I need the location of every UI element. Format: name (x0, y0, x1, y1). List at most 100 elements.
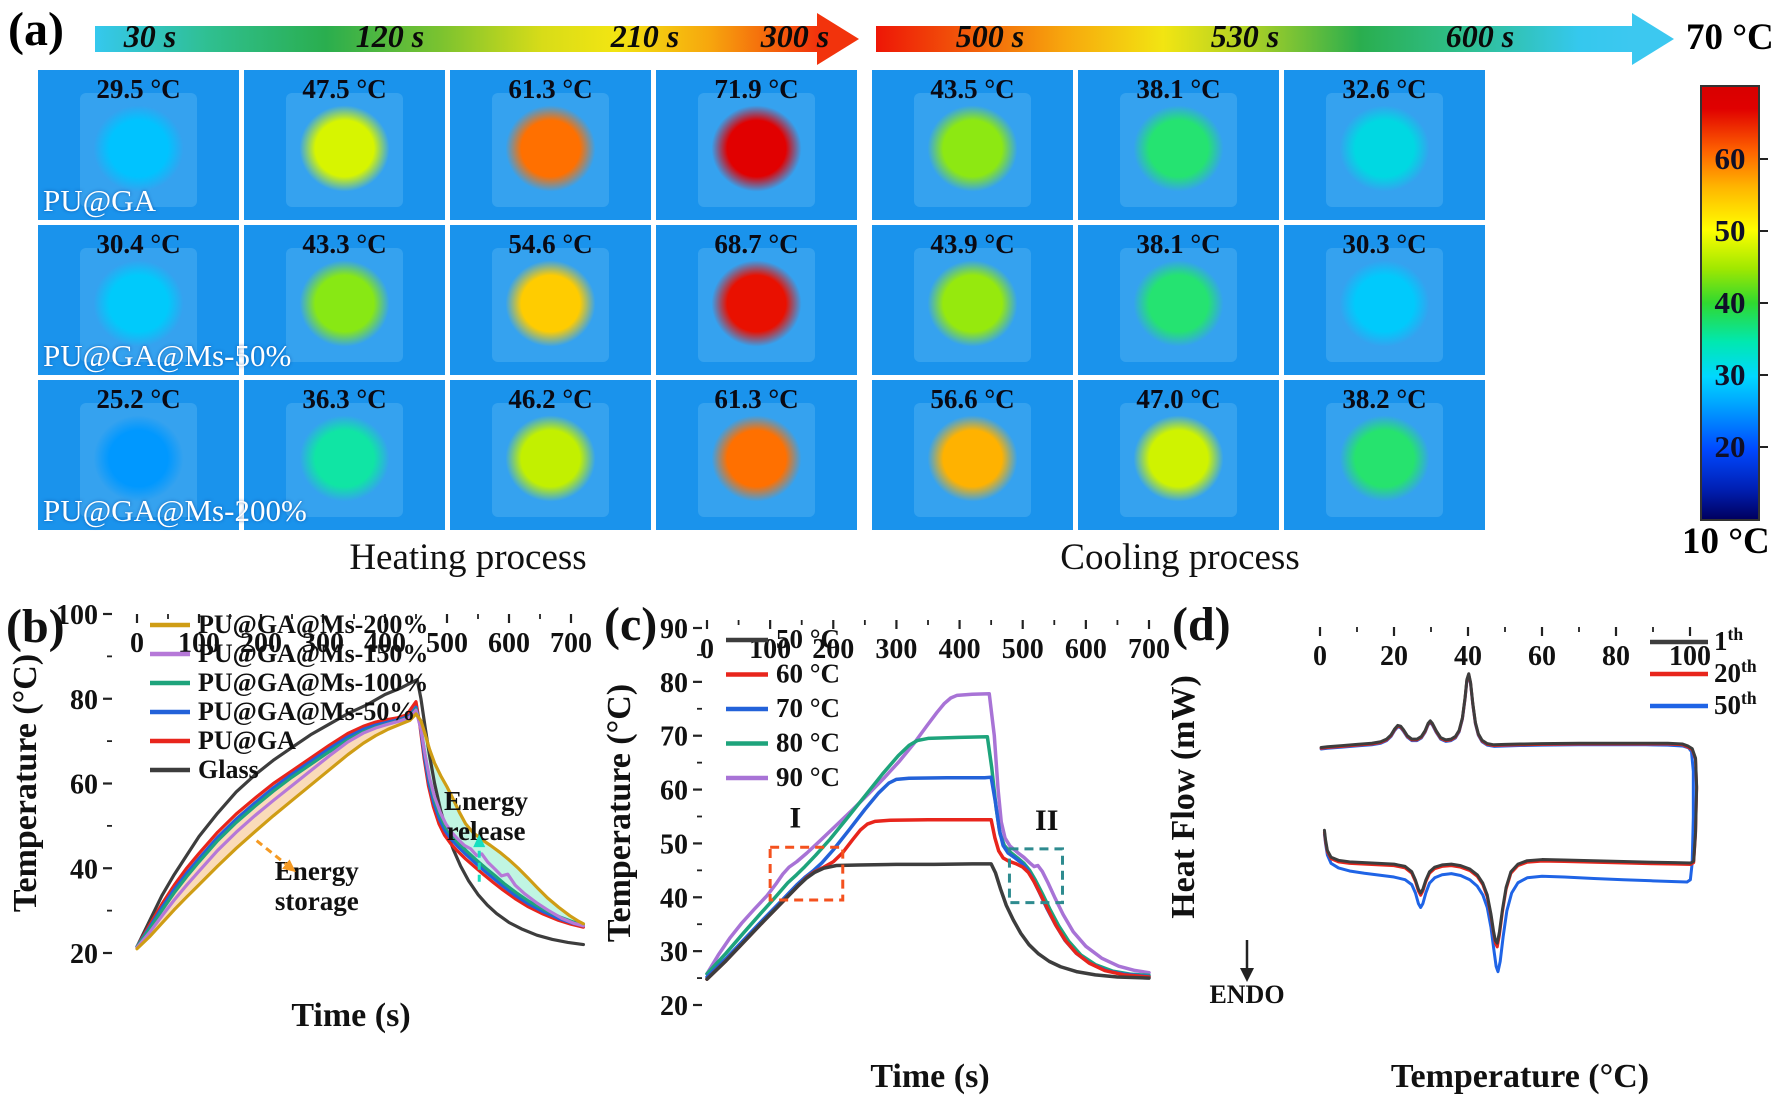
series-90 °C (705, 691, 1151, 976)
thermal-image-cell: 29.5 °C PU@GA (38, 70, 239, 220)
y-tick-label: 50 (660, 829, 688, 860)
y-tick-label: 70 (660, 722, 688, 753)
colorbar-tick (1760, 158, 1768, 160)
temperature-reading: 38.2 °C (1342, 384, 1427, 414)
thermal-image-cell: 47.0 °C (1078, 380, 1279, 530)
sample-heat-blob (296, 411, 393, 505)
x-tick-label: 500 (426, 628, 468, 659)
colorbar-tick-label: 40 (1714, 285, 1746, 320)
thermal-image-cell: 38.1 °C (1078, 225, 1279, 375)
sample-heat-blob (90, 256, 187, 350)
x-tick-label: 20 (1380, 641, 1408, 672)
temperature-reading: 43.3 °C (302, 229, 387, 259)
x-tick-label: 200 (240, 628, 282, 659)
colorbar-tick (1760, 302, 1768, 304)
sample-heat-blob (708, 411, 805, 505)
sample-heat-blob (1130, 411, 1227, 505)
legend-label-60 °C: 60 °C (776, 659, 840, 689)
temperature-reading: 43.9 °C (930, 229, 1015, 259)
colorbar-tick (1760, 374, 1768, 376)
sample-heat-blob (1336, 256, 1433, 350)
x-tick-label: 400 (364, 628, 406, 659)
colorbar-tick-label: 50 (1714, 213, 1746, 248)
sample-heat-blob (296, 256, 393, 350)
sample-heat-blob (502, 411, 599, 505)
sample-heat-blob (924, 101, 1021, 195)
series-80 °C (705, 735, 1151, 978)
sample-label: PU@GA@Ms-50% (43, 338, 292, 373)
cooling-caption: Cooling process (1060, 537, 1300, 578)
sample-heat-blob (502, 101, 599, 195)
thermal-grid-heating: 29.5 °C PU@GA 47.5 °C 61.3 °C 71.9 °C 30.4 °C… (38, 70, 857, 530)
colorbar-min-label: 10 °C (1682, 521, 1770, 562)
y-axis-label: Heat Flow (mW) (1165, 675, 1202, 919)
time-label-300s: 300 s (760, 18, 830, 54)
legend-label-20: 20th (1714, 656, 1757, 688)
series-Glass (135, 678, 586, 949)
panel-label: (d) (1172, 598, 1231, 651)
thermal-grid-cooling: 43.5 °C 38.1 °C 32.6 °C 43.9 °C 38.1 °C 30.3 … (872, 70, 1485, 530)
thermal-image-cell: 43.3 °C (244, 225, 445, 375)
thermal-image-cell: 68.7 °C (656, 225, 857, 375)
thermal-image-cell: 47.5 °C (244, 70, 445, 220)
sample-label: PU@GA@Ms-200% (43, 493, 307, 528)
temperature-reading: 30.4 °C (96, 229, 181, 259)
temperature-reading: 29.5 °C (96, 74, 181, 104)
y-tick-label: 40 (660, 883, 688, 914)
x-tick-label: 500 (1002, 634, 1044, 665)
legend-label-1: 1th (1714, 624, 1743, 656)
thermal-image-cell: 43.5 °C (872, 70, 1073, 220)
y-tick-label: 20 (660, 991, 688, 1022)
thermal-image-cell: 46.2 °C (450, 380, 651, 530)
legend-label-50: 50th (1714, 688, 1757, 720)
colorbar-max-label: 70 °C (1686, 17, 1774, 58)
panel-label: (c) (604, 598, 657, 651)
panel-c-group: 0 100 200 300 400 500 600 7002030405060708090Ti… (601, 598, 1170, 1095)
y-tick-label: 60 (660, 776, 688, 807)
x-tick-label: 60 (1528, 641, 1556, 672)
endo-label: ENDO (1209, 980, 1284, 1009)
temperature-reading: 30.3 °C (1342, 229, 1427, 259)
time-label-30s: 30 s (123, 18, 177, 54)
legend-label-PU@GA@Ms-100%: PU@GA@Ms-100% (198, 668, 428, 697)
thermal-image-cell: 71.9 °C (656, 70, 857, 220)
temperature-reading: 46.2 °C (508, 384, 593, 414)
legend-label-Glass: Glass (198, 755, 259, 784)
thermal-image-cell: 25.2 °C PU@GA@Ms-200% (38, 380, 307, 530)
series-PU@GA@Ms-50% (135, 705, 586, 949)
thermal-image-cell: 38.2 °C (1284, 380, 1485, 530)
x-tick-label: 600 (1065, 634, 1107, 665)
region-label-II: II (1035, 804, 1058, 837)
sample-heat-blob (1336, 411, 1433, 505)
colorbar-tick (1760, 446, 1768, 448)
legend-label-90 °C: 90 °C (776, 762, 840, 792)
sample-heat-blob (502, 256, 599, 350)
sample-label: PU@GA (43, 183, 156, 218)
x-tick-label: 300 (302, 628, 344, 659)
sample-heat-blob (1130, 256, 1227, 350)
legend-label-50 °C: 50 °C (776, 624, 840, 654)
thermal-image-cell: 43.9 °C (872, 225, 1073, 375)
series-50 (1319, 673, 1695, 974)
cooling-arrowhead-icon (1632, 13, 1674, 65)
thermal-image-cell: 36.3 °C (244, 380, 445, 530)
x-tick-label: 40 (1454, 641, 1482, 672)
temperature-reading: 61.3 °C (508, 74, 593, 104)
annotation-text: release (447, 816, 526, 846)
sample-heat-blob (708, 101, 805, 195)
thermal-image-cell: 30.3 °C (1284, 225, 1485, 375)
chart-panel-d: 0 20 40 60 80 100 Temperature (°C) Heat Flow (m… (1165, 598, 1757, 1095)
series-PU@GA (135, 700, 586, 949)
temperature-reading: 47.0 °C (1136, 384, 1221, 414)
temperature-reading: 36.3 °C (302, 384, 387, 414)
series-PU@GA@Ms-150% (135, 708, 586, 950)
y-axis-label: Temperature (°C) (7, 654, 44, 912)
time-label-500s: 500 s (955, 18, 1025, 54)
x-tick-label: 0 (130, 628, 144, 659)
sample-heat-blob (1336, 101, 1433, 195)
x-tick-label: 0 (1313, 641, 1327, 672)
x-tick-label: 700 (550, 628, 592, 659)
time-label-600s: 600 s (1445, 18, 1515, 54)
y-tick-label: 90 (660, 614, 688, 645)
